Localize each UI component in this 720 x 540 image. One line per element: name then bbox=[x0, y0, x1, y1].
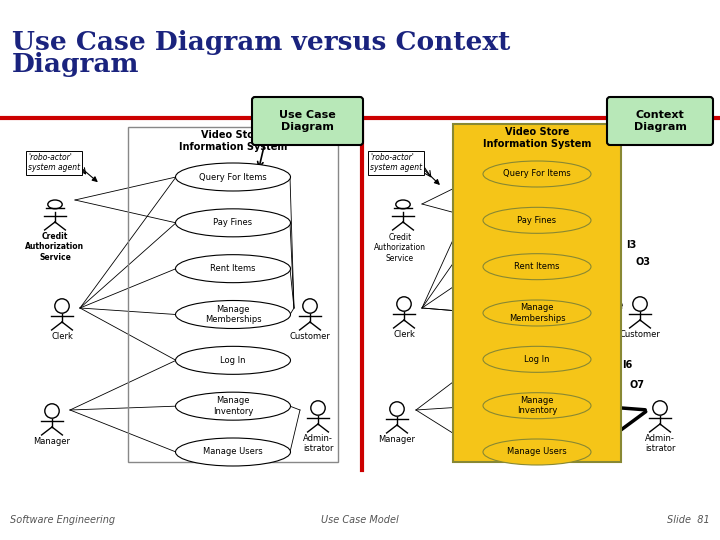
Text: Video Store
Information System: Video Store Information System bbox=[483, 127, 591, 148]
Ellipse shape bbox=[176, 392, 290, 420]
Ellipse shape bbox=[176, 346, 290, 374]
Ellipse shape bbox=[483, 300, 591, 326]
Text: Context
Diagram: Context Diagram bbox=[634, 110, 686, 132]
Text: I6: I6 bbox=[622, 360, 632, 370]
Text: Pay Fines: Pay Fines bbox=[518, 216, 557, 225]
FancyBboxPatch shape bbox=[453, 124, 621, 462]
Text: Rent Items: Rent Items bbox=[514, 262, 559, 271]
Text: Query For Items: Query For Items bbox=[199, 172, 267, 181]
Ellipse shape bbox=[176, 438, 290, 466]
Text: Customer: Customer bbox=[289, 332, 330, 341]
Text: Video Store
Information System: Video Store Information System bbox=[179, 130, 287, 152]
Ellipse shape bbox=[483, 346, 591, 373]
FancyBboxPatch shape bbox=[252, 97, 363, 145]
Text: Manage
Inventory: Manage Inventory bbox=[213, 396, 253, 416]
Ellipse shape bbox=[176, 163, 290, 191]
Ellipse shape bbox=[176, 209, 290, 237]
Ellipse shape bbox=[483, 254, 591, 280]
Text: Manage
Memberships: Manage Memberships bbox=[509, 303, 565, 323]
Text: Manage
Memberships: Manage Memberships bbox=[204, 305, 261, 324]
Text: Log In: Log In bbox=[220, 356, 246, 365]
Text: Manage Users: Manage Users bbox=[507, 448, 567, 456]
Ellipse shape bbox=[48, 200, 62, 209]
Text: Admin-
istrator: Admin- istrator bbox=[644, 434, 675, 454]
Ellipse shape bbox=[483, 207, 591, 233]
Text: Credit
Authorization
Service: Credit Authorization Service bbox=[374, 233, 426, 263]
Text: Manage Users: Manage Users bbox=[203, 448, 263, 456]
Text: 'robo-actor'
system agent: 'robo-actor' system agent bbox=[370, 153, 422, 172]
Text: Log In: Log In bbox=[524, 355, 550, 364]
Text: Manager: Manager bbox=[379, 435, 415, 444]
Text: 'robo-actor'
system agent: 'robo-actor' system agent bbox=[28, 153, 80, 172]
Ellipse shape bbox=[483, 161, 591, 187]
Text: Rent Items: Rent Items bbox=[210, 264, 256, 273]
Ellipse shape bbox=[176, 300, 290, 328]
Text: Clerk: Clerk bbox=[51, 332, 73, 341]
Text: Clerk: Clerk bbox=[393, 330, 415, 339]
Text: Manager: Manager bbox=[34, 437, 71, 446]
Text: Customer: Customer bbox=[620, 330, 660, 339]
Text: Software Engineering: Software Engineering bbox=[10, 515, 115, 525]
Text: O3: O3 bbox=[636, 257, 651, 267]
Text: Use Case Diagram versus Context: Use Case Diagram versus Context bbox=[12, 30, 510, 55]
Ellipse shape bbox=[483, 439, 591, 465]
Text: Use Case
Diagram: Use Case Diagram bbox=[279, 110, 336, 132]
Text: Slide  81: Slide 81 bbox=[667, 515, 710, 525]
Text: Credit
Authorization
Service: Credit Authorization Service bbox=[25, 232, 84, 262]
Text: Manage
Inventory: Manage Inventory bbox=[517, 396, 557, 415]
Text: Query For Items: Query For Items bbox=[503, 170, 571, 179]
Text: O7: O7 bbox=[630, 380, 645, 390]
Text: Admin-
istrator: Admin- istrator bbox=[302, 434, 333, 454]
FancyBboxPatch shape bbox=[607, 97, 713, 145]
Ellipse shape bbox=[396, 200, 410, 209]
Ellipse shape bbox=[176, 255, 290, 282]
Ellipse shape bbox=[483, 393, 591, 418]
Text: Diagram: Diagram bbox=[12, 52, 140, 77]
Text: I3: I3 bbox=[626, 240, 636, 250]
Text: Use Case Model: Use Case Model bbox=[321, 515, 399, 525]
Text: Pay Fines: Pay Fines bbox=[213, 218, 253, 227]
